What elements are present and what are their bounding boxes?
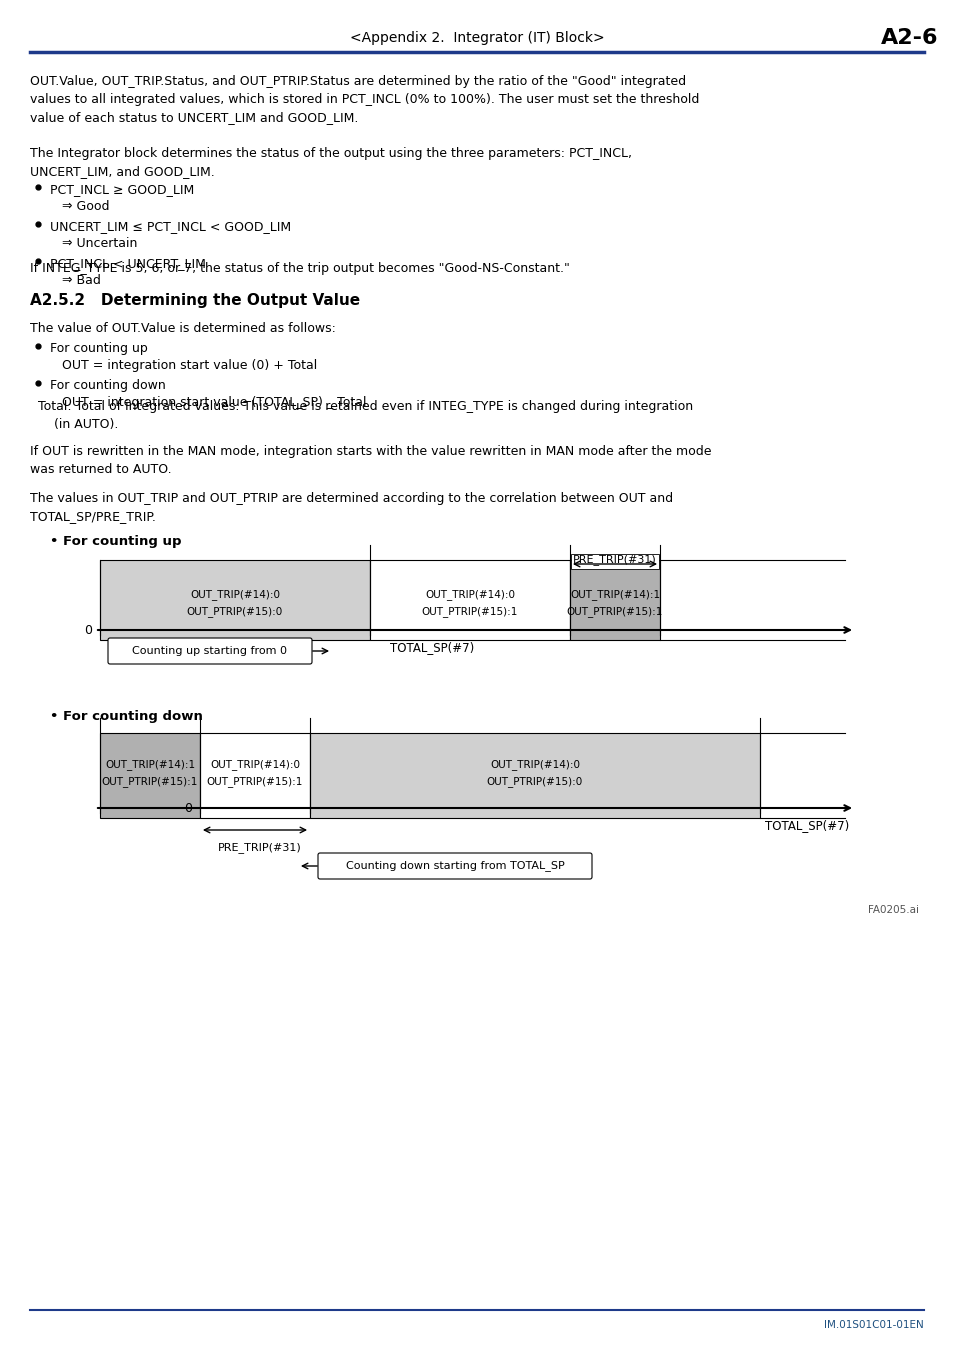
Text: (in AUTO).: (in AUTO). [38, 418, 118, 431]
Text: OUT.Value, OUT_TRIP.Status, and OUT_PTRIP.Status are determined by the ratio of : OUT.Value, OUT_TRIP.Status, and OUT_PTRI… [30, 76, 685, 88]
Text: If INTEG_TYPE is 5, 6, or 7, the status of the trip output becomes "Good-NS-Cons: If INTEG_TYPE is 5, 6, or 7, the status … [30, 262, 569, 275]
Text: PCT_INCL ≥ GOOD_LIM: PCT_INCL ≥ GOOD_LIM [50, 184, 194, 196]
Bar [200, 733, 310, 818]
Bar [370, 560, 569, 640]
Text: 0: 0 [184, 802, 192, 814]
Bar [100, 560, 370, 640]
Text: PRE_TRIP(#31): PRE_TRIP(#31) [218, 842, 301, 853]
Text: OUT_TRIP(#14):1: OUT_TRIP(#14):1 [105, 760, 194, 771]
Text: <Appendix 2.  Integrator (IT) Block>: <Appendix 2. Integrator (IT) Block> [350, 31, 603, 45]
Text: ⇒ Good: ⇒ Good [62, 200, 110, 213]
Text: OUT_TRIP(#14):0: OUT_TRIP(#14):0 [490, 760, 579, 771]
Text: OUT_PTRIP(#15):1: OUT_PTRIP(#15):1 [207, 776, 303, 787]
Text: Total: Total of integrated values. This value is retained even if INTEG_TYPE is : Total: Total of integrated values. This … [38, 400, 693, 413]
Text: OUT_TRIP(#14):0: OUT_TRIP(#14):0 [424, 590, 515, 601]
Text: If OUT is rewritten in the MAN mode, integration starts with the value rewritten: If OUT is rewritten in the MAN mode, int… [30, 446, 711, 458]
Text: PRE_TRIP(#31): PRE_TRIP(#31) [573, 554, 657, 564]
Text: The values in OUT_TRIP and OUT_PTRIP are determined according to the correlation: The values in OUT_TRIP and OUT_PTRIP are… [30, 491, 673, 505]
Text: OUT = integration start value (TOTAL_SP) _ Total: OUT = integration start value (TOTAL_SP)… [62, 396, 366, 409]
Text: OUT_TRIP(#14):0: OUT_TRIP(#14):0 [210, 760, 299, 771]
Text: OUT_TRIP(#14):1: OUT_TRIP(#14):1 [569, 590, 659, 601]
Text: For counting down: For counting down [50, 379, 166, 391]
Text: OUT_PTRIP(#15):1: OUT_PTRIP(#15):1 [421, 606, 517, 617]
Bar [310, 733, 760, 818]
Text: A2.5.2   Determining the Output Value: A2.5.2 Determining the Output Value [30, 293, 359, 308]
Text: OUT_TRIP(#14):0: OUT_TRIP(#14):0 [190, 590, 280, 601]
Text: For counting up: For counting up [50, 342, 148, 355]
Text: Counting up starting from 0: Counting up starting from 0 [132, 647, 287, 656]
Text: OUT_PTRIP(#15):0: OUT_PTRIP(#15):0 [187, 606, 283, 617]
Text: value of each status to UNCERT_LIM and GOOD_LIM.: value of each status to UNCERT_LIM and G… [30, 111, 358, 124]
Text: Counting down starting from TOTAL_SP: Counting down starting from TOTAL_SP [345, 860, 564, 872]
Text: IM.01S01C01-01EN: IM.01S01C01-01EN [823, 1320, 923, 1330]
Text: TOTAL_SP/PRE_TRIP.: TOTAL_SP/PRE_TRIP. [30, 510, 155, 522]
Text: The value of OUT.Value is determined as follows:: The value of OUT.Value is determined as … [30, 323, 335, 335]
Text: OUT = integration start value (0) + Total: OUT = integration start value (0) + Tota… [62, 359, 317, 373]
Text: values to all integrated values, which is stored in PCT_INCL (0% to 100%). The u: values to all integrated values, which i… [30, 93, 699, 107]
Text: • For counting up: • For counting up [50, 535, 181, 548]
Text: TOTAL_SP(#7): TOTAL_SP(#7) [390, 641, 474, 655]
FancyBboxPatch shape [317, 853, 592, 879]
Text: UNCERT_LIM, and GOOD_LIM.: UNCERT_LIM, and GOOD_LIM. [30, 165, 214, 178]
Text: TOTAL_SP(#7): TOTAL_SP(#7) [764, 819, 848, 833]
Text: The Integrator block determines the status of the output using the three paramet: The Integrator block determines the stat… [30, 147, 631, 161]
Text: was returned to AUTO.: was returned to AUTO. [30, 463, 172, 477]
Text: OUT_PTRIP(#15):0: OUT_PTRIP(#15):0 [486, 776, 582, 787]
Bar [100, 733, 200, 818]
Text: OUT_PTRIP(#15):1: OUT_PTRIP(#15):1 [102, 776, 198, 787]
Text: PCT_INCL < UNCERT_LIM: PCT_INCL < UNCERT_LIM [50, 256, 206, 270]
Text: ⇒ Uncertain: ⇒ Uncertain [62, 238, 137, 250]
FancyBboxPatch shape [571, 554, 659, 568]
Text: UNCERT_LIM ≤ PCT_INCL < GOOD_LIM: UNCERT_LIM ≤ PCT_INCL < GOOD_LIM [50, 220, 291, 234]
Text: • For counting down: • For counting down [50, 710, 203, 724]
Text: A2-6: A2-6 [881, 28, 938, 49]
Text: OUT_PTRIP(#15):1: OUT_PTRIP(#15):1 [566, 606, 662, 617]
FancyBboxPatch shape [108, 639, 312, 664]
Bar [569, 560, 659, 640]
Text: 0: 0 [84, 624, 91, 636]
Text: ⇒ Bad: ⇒ Bad [62, 274, 101, 288]
Text: FA0205.ai: FA0205.ai [867, 904, 918, 915]
